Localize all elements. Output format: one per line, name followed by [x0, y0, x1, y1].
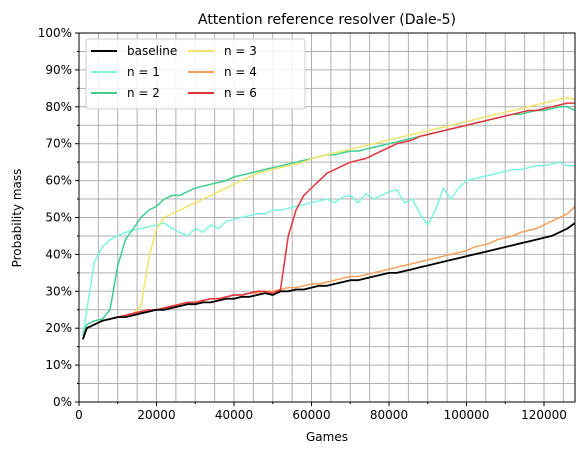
- legend-label: n = 2: [127, 86, 160, 100]
- legend: baseline n = 1 n = 2 n = 3 n = 4 n = 6: [85, 38, 306, 110]
- legend-label: n = 3: [224, 44, 257, 58]
- y-tick-label: 90%: [45, 63, 72, 77]
- series-line-n-3: [82, 96, 576, 340]
- y-tick-label: 10%: [45, 358, 72, 372]
- series-line-baseline: [82, 222, 576, 340]
- x-tick-label: 80000: [370, 408, 408, 422]
- x-axis-title: Games: [306, 430, 348, 444]
- x-tick-label: 60000: [292, 408, 330, 422]
- legend-box: [85, 38, 306, 110]
- x-tick-label: 0: [75, 408, 83, 422]
- chart-title: Attention reference resolver (Dale-5): [198, 12, 456, 28]
- y-tick-label: 30%: [45, 284, 72, 298]
- x-tick-label: 100000: [444, 408, 490, 422]
- legend-label: n = 4: [224, 65, 257, 79]
- y-tick-label: 50%: [45, 211, 72, 225]
- y-tick-label: 0%: [53, 395, 72, 409]
- x-tick-label: 40000: [215, 408, 253, 422]
- x-tick-label: 20000: [137, 408, 175, 422]
- y-tick-label: 40%: [45, 247, 72, 261]
- y-tick-label: 80%: [45, 100, 72, 114]
- y-tick-label: 20%: [45, 321, 72, 335]
- axis-ticks: 0 20000 40000 60000 80000 100000 120000 0% 10% 20…: [38, 26, 567, 422]
- series-lines: [82, 96, 576, 340]
- x-tick-label: 120000: [521, 408, 567, 422]
- y-tick-label: 100%: [38, 26, 72, 40]
- legend-label: n = 6: [224, 86, 257, 100]
- y-tick-label: 60%: [45, 174, 72, 188]
- series-line-n-1: [82, 161, 575, 336]
- series-line-n-6: [82, 102, 575, 340]
- y-axis-title: Probability mass: [10, 169, 24, 268]
- y-tick-label: 70%: [45, 137, 72, 151]
- legend-label: baseline: [127, 44, 177, 58]
- legend-label: n = 1: [127, 65, 160, 79]
